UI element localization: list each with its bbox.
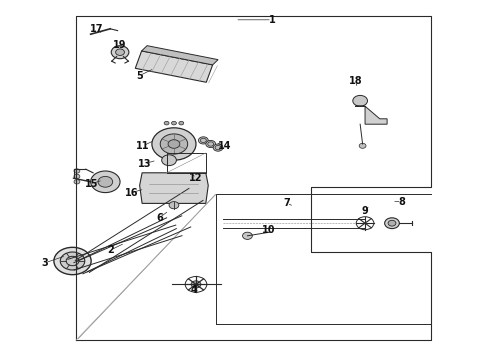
Circle shape — [353, 95, 368, 106]
Circle shape — [111, 46, 129, 59]
Circle shape — [54, 247, 91, 275]
Text: 1: 1 — [269, 15, 275, 25]
Circle shape — [74, 180, 80, 184]
Text: 11: 11 — [136, 141, 150, 151]
Text: 19: 19 — [113, 40, 127, 50]
Text: 16: 16 — [124, 188, 138, 198]
Circle shape — [359, 143, 366, 148]
Circle shape — [152, 128, 196, 160]
Polygon shape — [142, 46, 218, 65]
Circle shape — [160, 134, 188, 154]
Text: 5: 5 — [136, 71, 143, 81]
Circle shape — [164, 121, 169, 125]
Circle shape — [168, 140, 180, 148]
Circle shape — [60, 252, 85, 270]
Text: 3: 3 — [42, 258, 49, 268]
Circle shape — [74, 174, 80, 179]
Polygon shape — [355, 106, 387, 124]
Circle shape — [179, 121, 184, 125]
Text: 17: 17 — [90, 24, 104, 34]
Text: 4: 4 — [190, 285, 197, 295]
Text: 13: 13 — [138, 159, 151, 169]
Text: 8: 8 — [398, 197, 405, 207]
Circle shape — [169, 202, 179, 209]
Circle shape — [213, 144, 223, 151]
Circle shape — [206, 140, 216, 148]
Text: 14: 14 — [218, 141, 231, 151]
Circle shape — [243, 232, 252, 239]
Text: 18: 18 — [348, 76, 362, 86]
Circle shape — [162, 155, 176, 166]
Circle shape — [388, 220, 396, 226]
Circle shape — [91, 171, 120, 193]
Circle shape — [172, 121, 176, 125]
Text: 15: 15 — [85, 179, 99, 189]
Text: 2: 2 — [107, 245, 114, 255]
Circle shape — [198, 137, 208, 144]
Polygon shape — [135, 51, 213, 82]
Text: 10: 10 — [262, 225, 275, 235]
Text: 12: 12 — [189, 173, 203, 183]
Circle shape — [98, 176, 113, 187]
Circle shape — [385, 218, 399, 229]
Text: 6: 6 — [156, 213, 163, 223]
Circle shape — [191, 281, 201, 288]
Polygon shape — [140, 173, 208, 203]
Circle shape — [116, 49, 124, 55]
Text: 7: 7 — [283, 198, 290, 208]
Circle shape — [74, 169, 80, 173]
Text: 9: 9 — [362, 206, 368, 216]
